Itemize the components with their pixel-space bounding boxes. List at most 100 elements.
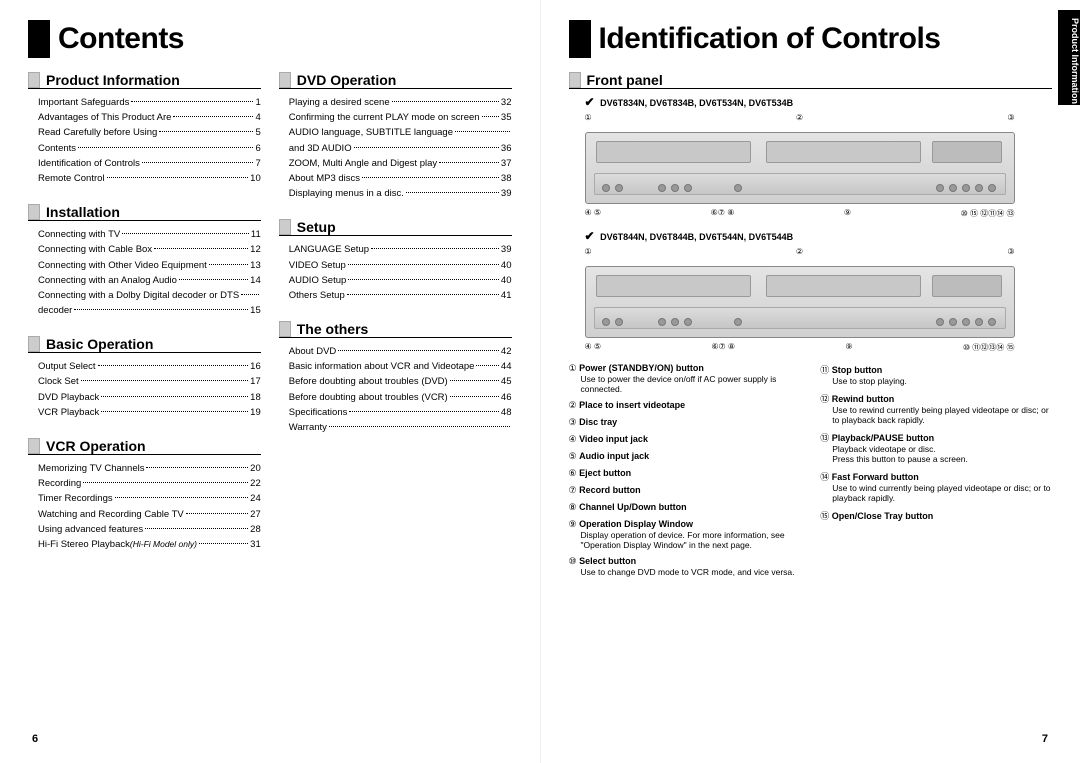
- control-title: Power (STANDBY/ON) button: [579, 363, 704, 373]
- panel-button: [615, 184, 623, 192]
- control-number: ⑬: [820, 431, 829, 444]
- toc-dots: [348, 279, 499, 280]
- panel-button: [988, 318, 996, 326]
- toc-section: The othersAbout DVD42Basic information a…: [279, 321, 512, 435]
- toc-label: Confirming the current PLAY mode on scre…: [289, 110, 480, 125]
- page-number-left: 6: [32, 733, 38, 745]
- toc-page-number: 17: [250, 374, 261, 389]
- toc-label: Important Safeguards: [38, 95, 129, 110]
- toc-row: Hi-Fi Stereo Playback (Hi-Fi Model only)…: [38, 537, 261, 552]
- callout: ④ ⑤: [585, 208, 602, 219]
- toc-dots: [78, 147, 253, 148]
- toc-page-number: 11: [251, 227, 261, 242]
- toc-page-number: 46: [501, 390, 512, 405]
- control-title: Select button: [579, 556, 636, 566]
- panel-button: [949, 184, 957, 192]
- toc-row: Connecting with TV11: [38, 227, 261, 242]
- toc-page-number: 40: [501, 258, 512, 273]
- toc-dots: [354, 147, 499, 148]
- button-group: [734, 184, 742, 192]
- toc-row: Before doubting about troubles (VCR)46: [289, 390, 512, 405]
- toc-dots: [98, 365, 249, 366]
- control-item: ⑭ Fast Forward buttonUse to wind current…: [820, 470, 1052, 503]
- toc-dots: [241, 294, 259, 295]
- section-box-icon: [569, 72, 581, 88]
- page-title-block-right: Identification of Controls: [569, 20, 1053, 58]
- toc-row: About MP3 discs38: [289, 171, 512, 186]
- models-text-2: DV6T844N, DV6T844B, DV6T544N, DV6T544B: [600, 232, 793, 242]
- toc-row: and 3D AUDIO36: [289, 141, 512, 156]
- toc-row: LANGUAGE Setup39: [289, 242, 512, 257]
- panel-button: [988, 184, 996, 192]
- toc-dots: [209, 264, 248, 265]
- toc-row: DVD Playback18: [38, 390, 261, 405]
- control-title: Record button: [579, 485, 641, 495]
- page-identification: Product Information Identification of Co…: [541, 0, 1080, 763]
- toc-label: and 3D AUDIO: [289, 141, 352, 156]
- toc-dots: [348, 264, 499, 265]
- toc-page-number: 6: [255, 141, 260, 156]
- tape-door: [596, 141, 751, 163]
- toc-dots: [122, 233, 249, 234]
- top-callouts-1: ① ② ③: [585, 113, 1015, 122]
- toc-label: Read Carefully before Using: [38, 125, 157, 140]
- toc-label: ZOOM, Multi Angle and Digest play: [289, 156, 437, 171]
- toc-page-number: 31: [250, 537, 261, 552]
- toc-row: Using advanced features28: [38, 522, 261, 537]
- callout: ④ ⑤: [585, 342, 602, 353]
- display-window: [932, 275, 1002, 297]
- toc-row: Read Carefully before Using 5: [38, 125, 261, 140]
- toc-label: Basic information about VCR and Videotap…: [289, 359, 475, 374]
- toc-page-number: 13: [250, 258, 261, 273]
- toc-list: About DVD42Basic information about VCR a…: [279, 344, 512, 435]
- tape-door: [596, 275, 751, 297]
- page-spread: Contents Product InformationImportant Sa…: [0, 0, 1080, 763]
- disc-tray: [766, 141, 921, 163]
- toc-row: AUDIO language, SUBTITLE language: [289, 125, 512, 140]
- toc-dots: [482, 116, 499, 117]
- page-number-right: 7: [1042, 733, 1048, 745]
- control-title: Open/Close Tray button: [832, 511, 934, 521]
- button-group: [936, 184, 996, 192]
- section-header: Basic Operation: [28, 336, 261, 353]
- display-window: [932, 141, 1002, 163]
- toc-label: Output Select: [38, 359, 96, 374]
- toc-dots: [74, 309, 248, 310]
- section-header: Installation: [28, 204, 261, 221]
- control-title: Rewind button: [832, 394, 895, 404]
- section-title: Basic Operation: [46, 336, 153, 352]
- front-panel-section: Front panel ✔ DV6T834N, DV6T834B, DV6T53…: [569, 72, 1053, 583]
- title-accent-bar: [28, 20, 50, 58]
- front-panel-illustration-2: [585, 266, 1015, 338]
- section-title: Product Information: [46, 72, 180, 88]
- toc-page-number: 39: [501, 242, 512, 257]
- section-box-icon: [279, 72, 291, 88]
- callout: ⑨: [845, 342, 852, 353]
- toc-row: Connecting with Cable Box 12: [38, 242, 261, 257]
- toc-row: Advantages of This Product Are4: [38, 110, 261, 125]
- toc-row: Connecting with an Analog Audio14: [38, 273, 261, 288]
- control-item: ⑤ Audio input jack: [569, 451, 801, 462]
- control-item: ⑧ Channel Up/Down button: [569, 502, 801, 513]
- control-item: ⑮ Open/Close Tray button: [820, 509, 1052, 522]
- toc-dots: [101, 411, 248, 412]
- toc-column-left: Product Information Important Safeguards 1…: [28, 72, 261, 570]
- toc-page-number: 32: [501, 95, 512, 110]
- control-number: ⑥: [569, 468, 577, 479]
- toc-section: Basic OperationOutput Select16Clock Set1…: [28, 336, 261, 420]
- toc-row: Clock Set17: [38, 374, 261, 389]
- toc-label: Identification of Controls: [38, 156, 140, 171]
- toc-page-number: 5: [255, 125, 260, 140]
- toc-row: Playing a desired scene32: [289, 95, 512, 110]
- toc-page-number: 37: [501, 156, 512, 171]
- toc-label: Connecting with Other Video Equipment: [38, 258, 207, 273]
- panel-button: [671, 318, 679, 326]
- callout: ⑩ ⑮ ⑫⑪⑭ ⑬: [961, 208, 1015, 219]
- toc-dots: [455, 131, 510, 132]
- toc-row: VCR Playback19: [38, 405, 261, 420]
- side-tab: Product Information: [1058, 10, 1080, 105]
- control-description: Playback videotape or disc.Press this bu…: [832, 444, 1052, 464]
- toc-page-number: 12: [250, 242, 261, 257]
- toc-label: Connecting with Cable Box: [38, 242, 152, 257]
- toc-row: Basic information about VCR and Videotap…: [289, 359, 512, 374]
